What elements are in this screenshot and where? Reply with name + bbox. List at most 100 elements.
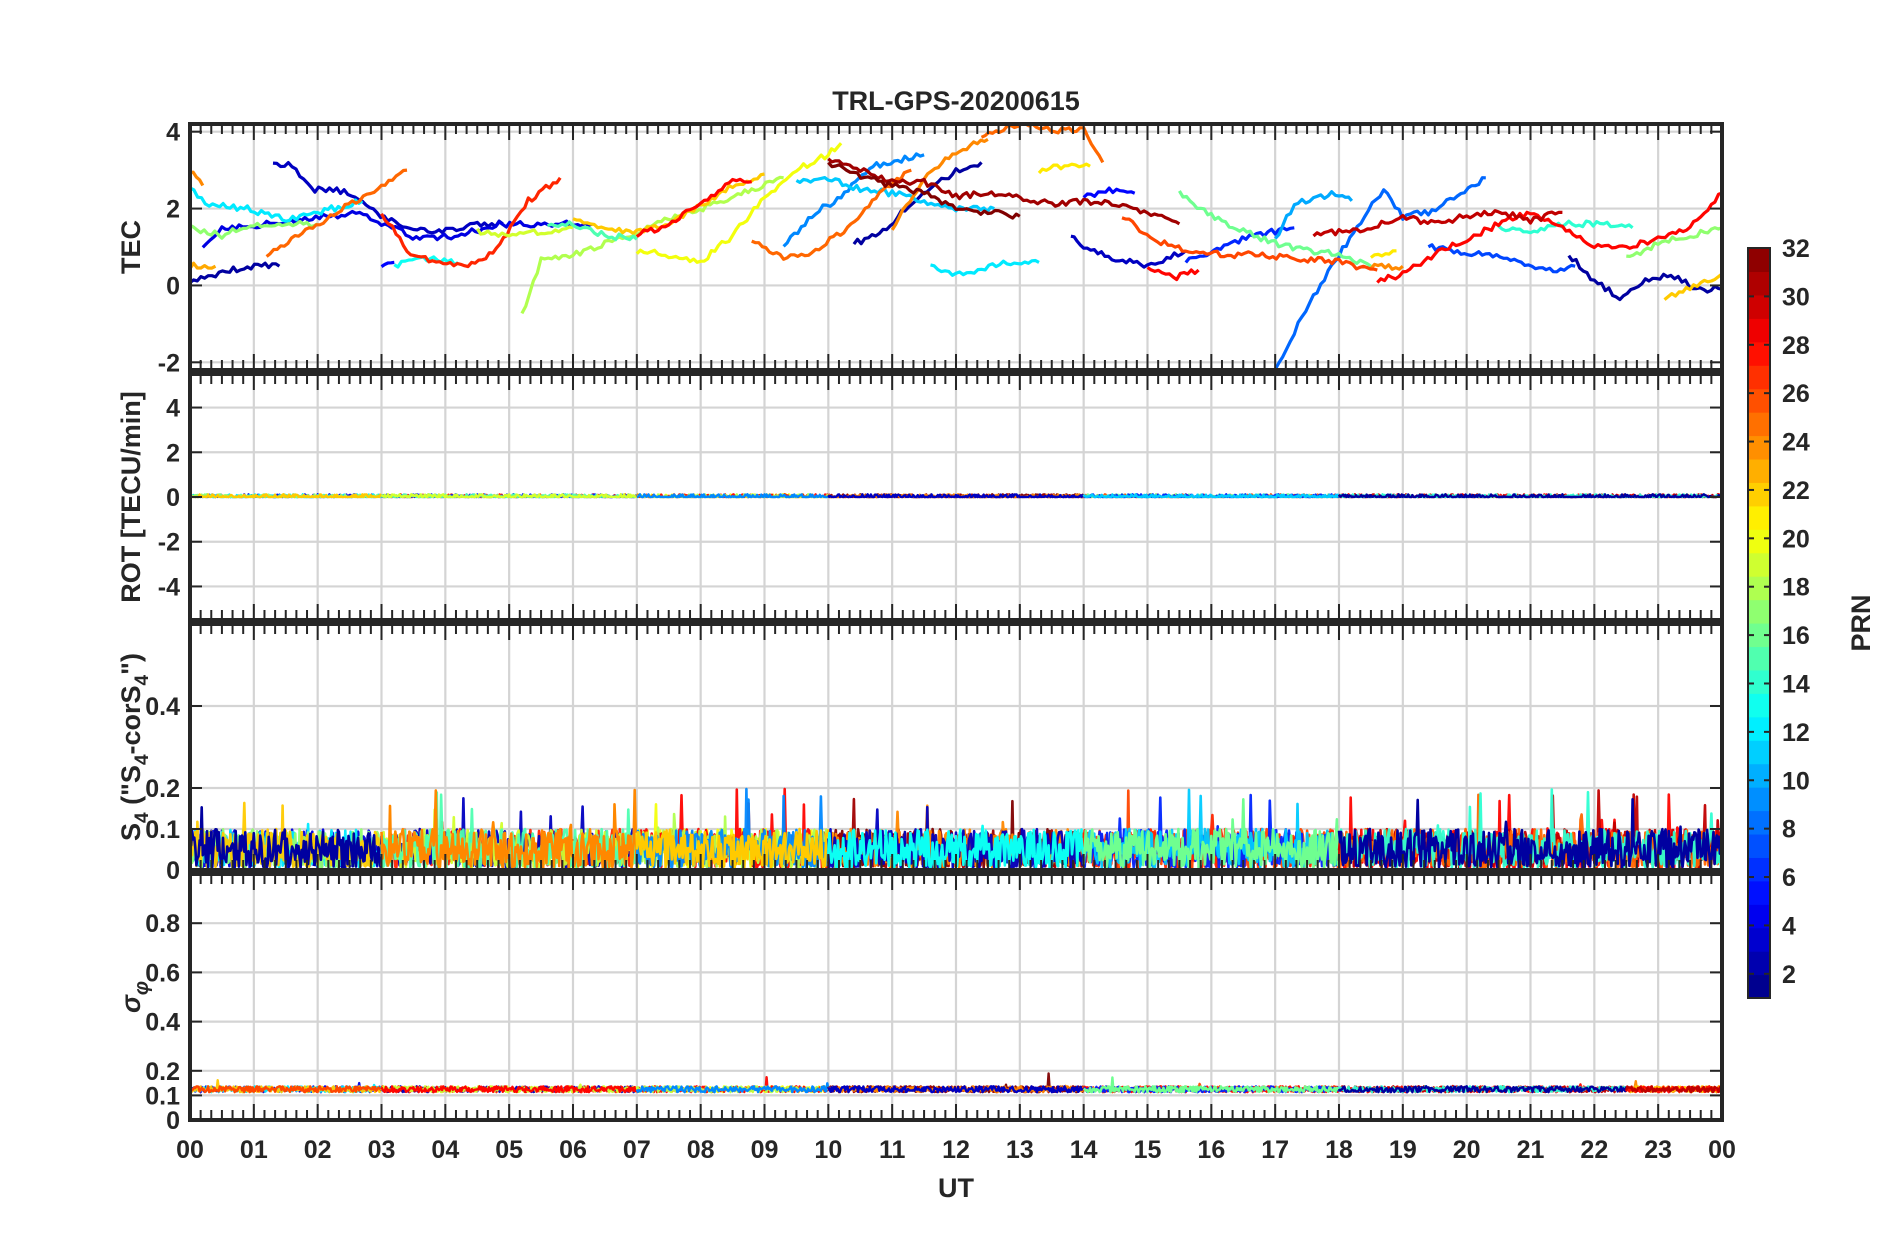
panel-rot-x-ticks xyxy=(189,374,1723,620)
colorbar-segment xyxy=(1748,435,1770,460)
colorbar-tick-label: 4 xyxy=(1782,912,1796,940)
tec-series-prn-21 xyxy=(1037,162,1091,175)
y-tick-label: 0.2 xyxy=(145,1058,180,1086)
x-tick-label: 08 xyxy=(687,1136,715,1164)
y-tick-label: 0 xyxy=(166,484,180,512)
tec-series-prn-3 xyxy=(1070,234,1187,269)
colorbar-segment xyxy=(1748,482,1770,507)
panel-rot-y-title: ROT [TECU/min] xyxy=(116,391,146,602)
x-tick-label: 21 xyxy=(1517,1136,1545,1164)
panel-s4-y-axis: 0 0.1 0.2 0.4 xyxy=(145,693,1722,885)
x-tick-label: 23 xyxy=(1644,1136,1672,1164)
rot-trace-prn-3 xyxy=(827,493,1085,499)
tec-series-prn-17 xyxy=(1626,226,1722,258)
sigma-trace-prn-3 xyxy=(827,1085,1085,1094)
tec-series-prn-19 xyxy=(475,225,574,238)
panel-rot-data xyxy=(190,493,1722,499)
colorbar-segment xyxy=(1748,716,1770,741)
colorbar-segment xyxy=(1748,974,1770,999)
tec-series-prn-14 xyxy=(1497,219,1634,235)
x-tick-label: 09 xyxy=(751,1136,779,1164)
x-tick-label: 11 xyxy=(879,1136,906,1164)
colorbar-segment xyxy=(1748,529,1770,554)
panel-tec-y-axis: -2 0 2 4 xyxy=(158,119,1722,377)
tec-series-prn-22 xyxy=(1663,272,1722,301)
colorbar-tick-label: 22 xyxy=(1782,477,1810,505)
colorbar-tick-label: 14 xyxy=(1782,670,1810,698)
y-tick-label: 0.4 xyxy=(145,693,180,721)
tec-series-prn-24 xyxy=(890,138,989,231)
label-part: ") xyxy=(116,653,146,675)
sigma-trace-prn-16 xyxy=(1083,1076,1340,1094)
x-tick-label: 15 xyxy=(1134,1136,1162,1164)
x-tick-label: 07 xyxy=(623,1136,651,1164)
tec-series-prn-32 xyxy=(827,161,1021,220)
colorbar-segment xyxy=(1748,904,1770,929)
panel-rot: -4 -2 0 2 4 ROT [TECU/min] xyxy=(116,372,1724,622)
panel-tec: -2 0 2 4 TEC xyxy=(116,119,1724,377)
x-axis: 00 01 02 03 04 05 06 07 08 09 10 11 12 13 14 15 16 17 18 19… xyxy=(176,1136,1736,1164)
tec-series-prn-25 xyxy=(265,168,408,258)
colorbar-tick-label: 26 xyxy=(1782,380,1810,408)
tec-series-prn-15 xyxy=(546,220,638,242)
subscript: 4 xyxy=(132,754,153,765)
tec-series-prn-3 xyxy=(272,161,504,235)
x-tick-label: 00 xyxy=(176,1136,204,1164)
x-tick-label: 12 xyxy=(942,1136,970,1164)
y-tick-label: 0.8 xyxy=(145,910,180,938)
tec-series-prn-5 xyxy=(380,260,395,268)
colorbar-segment xyxy=(1748,271,1770,296)
label-part: -corS xyxy=(116,685,146,754)
sigma-trace-prn-26 xyxy=(190,1085,383,1094)
tec-series-prn-23 xyxy=(190,261,217,270)
subscript: 4 xyxy=(132,674,153,685)
colorbar-tick-label: 16 xyxy=(1782,622,1810,650)
panel-tec-data xyxy=(190,124,1722,370)
x-tick-label: 10 xyxy=(814,1136,842,1164)
x-tick-label: 16 xyxy=(1197,1136,1225,1164)
x-tick-label: 19 xyxy=(1389,1136,1417,1164)
tec-series-prn-7 xyxy=(1427,243,1576,274)
label-part: σ xyxy=(116,994,146,1013)
label-part: ("S xyxy=(116,765,146,812)
tec-series-prn-25 xyxy=(751,168,912,261)
colorbar-segment xyxy=(1748,927,1770,952)
x-tick-label: 22 xyxy=(1580,1136,1608,1164)
tec-series-prn-12 xyxy=(930,258,1040,277)
tec-series-prn-10 xyxy=(1274,190,1354,240)
colorbar-tick-label: 28 xyxy=(1782,332,1810,360)
colorbar-segment xyxy=(1748,365,1770,390)
colorbar-segment xyxy=(1748,857,1770,882)
panel-sigma-data xyxy=(190,1072,1722,1094)
tec-series-prn-30 xyxy=(1312,209,1563,238)
colorbar-frame xyxy=(1747,247,1771,999)
colorbar-segment xyxy=(1748,248,1770,273)
colorbar-segment xyxy=(1748,833,1770,858)
y-tick-label: 0.6 xyxy=(145,959,180,987)
rot-trace-prn-19 xyxy=(380,493,638,499)
colorbar-tick-label: 10 xyxy=(1782,767,1810,795)
x-tick-label: 13 xyxy=(1006,1136,1034,1164)
colorbar-tick-label: 6 xyxy=(1782,864,1796,892)
colorbar-segment xyxy=(1748,623,1770,648)
tec-series-prn-2 xyxy=(1567,254,1722,302)
panel-tec-x-ticks xyxy=(189,124,1723,370)
x-tick-label: 02 xyxy=(304,1136,332,1164)
tec-series-prn-4 xyxy=(201,209,593,249)
tec-series-prn-17 xyxy=(190,219,319,240)
subscript: 4 xyxy=(132,812,153,823)
tec-series-prn-2 xyxy=(852,161,983,246)
chart-title: TRL-GPS-20200615 xyxy=(832,86,1080,116)
x-axis-title: UT xyxy=(938,1173,974,1203)
colorbar-segment xyxy=(1748,294,1770,319)
y-tick-label: 2 xyxy=(166,196,180,224)
tec-series-prn-24 xyxy=(190,170,205,187)
tec-series-prn-2 xyxy=(190,261,281,284)
tec-series-prn-8 xyxy=(1273,176,1486,370)
tec-series-prn-6 xyxy=(1184,226,1295,264)
tec-series-prn-31 xyxy=(827,157,1181,226)
label-part: S xyxy=(116,823,146,841)
colorbar-tick-label: 20 xyxy=(1782,525,1810,553)
